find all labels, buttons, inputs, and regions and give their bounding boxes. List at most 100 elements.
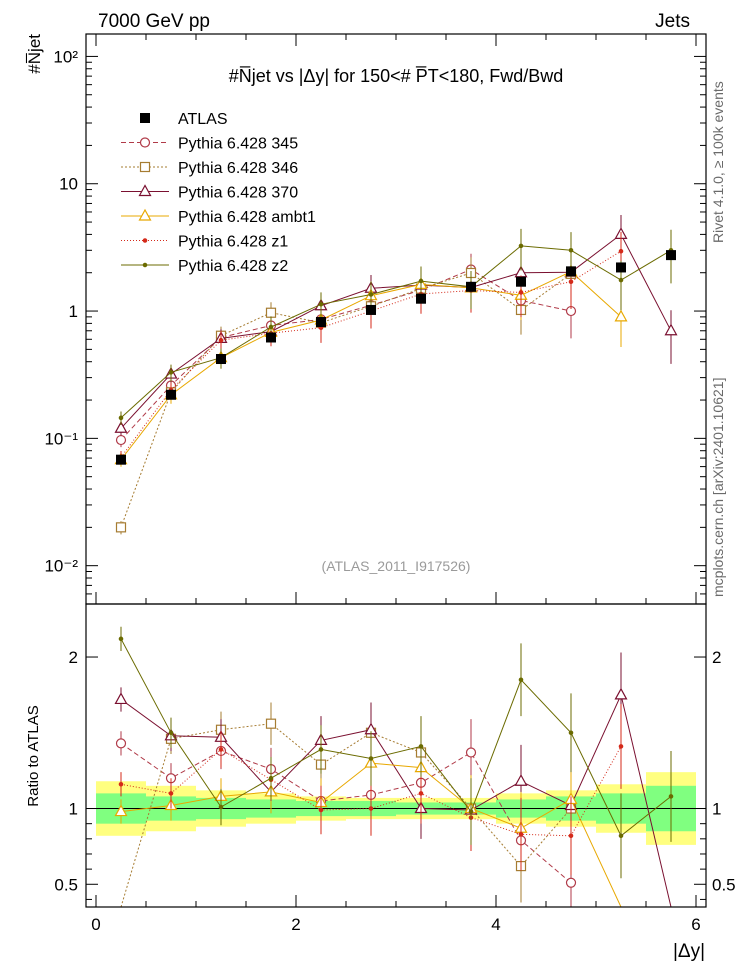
atlas-point bbox=[266, 332, 276, 343]
ratio-tick-label: 0.5 bbox=[54, 875, 78, 894]
marker-circle bbox=[115, 434, 127, 446]
ratio-tick-label-right: 2 bbox=[712, 648, 721, 667]
analysis-id: (ATLAS_2011_I917526) bbox=[322, 558, 471, 574]
marker-dot bbox=[568, 833, 574, 839]
legend-label: Pythia 6.428 z1 bbox=[178, 234, 288, 251]
series-line-ratio bbox=[120, 742, 572, 884]
legend-label: Pythia 6.428 z2 bbox=[178, 258, 288, 275]
marker-triangle bbox=[114, 804, 128, 817]
marker-dot bbox=[168, 730, 174, 736]
marker-circle bbox=[565, 877, 577, 888]
marker-dot bbox=[118, 415, 124, 421]
legend-label: Pythia 6.428 370 bbox=[178, 185, 298, 202]
mcplots-credit-text: mcplots.cern.ch [arXiv:2401.10621] bbox=[710, 378, 726, 597]
marker-dot bbox=[168, 791, 174, 796]
marker-dot bbox=[318, 301, 324, 307]
marker-dot bbox=[118, 636, 124, 642]
series-line-ratio bbox=[120, 638, 672, 837]
atlas-point bbox=[616, 262, 626, 273]
series-line-ratio bbox=[120, 693, 672, 908]
marker-dot bbox=[518, 243, 524, 249]
x-tick-label: 0 bbox=[91, 915, 100, 934]
atlas-point bbox=[166, 389, 176, 400]
series-line-main bbox=[120, 245, 672, 419]
ratio-tick-label-right: 0.5 bbox=[712, 875, 736, 894]
marker-dot bbox=[142, 262, 148, 268]
marker-dot bbox=[518, 290, 524, 295]
atlas-point bbox=[316, 317, 326, 328]
marker-dot bbox=[418, 744, 424, 749]
x-axis-label: |Δy| bbox=[673, 941, 705, 962]
marker-dot bbox=[568, 730, 574, 736]
marker-dot bbox=[618, 744, 624, 749]
marker-circle bbox=[465, 747, 477, 758]
series-line-main bbox=[120, 272, 572, 528]
marker-square-open bbox=[265, 718, 277, 729]
marker-dot bbox=[568, 279, 574, 285]
ratio-tick-label: 1 bbox=[69, 800, 78, 819]
x-tick-label: 6 bbox=[691, 915, 700, 934]
series-line-ratio bbox=[120, 723, 572, 908]
atlas-point bbox=[416, 293, 426, 304]
marker-triangle bbox=[614, 687, 628, 700]
marker-dot bbox=[218, 747, 224, 752]
series-line-main bbox=[120, 268, 572, 441]
marker-dot bbox=[618, 248, 624, 254]
marker-dot bbox=[268, 324, 274, 330]
y-axis-label-main: #N̅jet bbox=[25, 34, 44, 74]
marker-dot bbox=[118, 781, 124, 787]
marker-dot bbox=[368, 756, 374, 761]
marker-triangle bbox=[514, 774, 528, 786]
legend-label: Pythia 6.428 ambt1 bbox=[178, 209, 316, 226]
marker-dot bbox=[218, 804, 224, 810]
marker-dot bbox=[318, 807, 324, 813]
marker-dot bbox=[368, 806, 374, 811]
marker-triangle bbox=[138, 208, 152, 221]
atlas-point bbox=[366, 304, 376, 315]
marker-dot bbox=[468, 809, 474, 814]
marker-square-open bbox=[115, 522, 127, 533]
category-label: Jets bbox=[655, 11, 690, 32]
marker-square-open bbox=[265, 307, 277, 318]
marker-square-open bbox=[139, 161, 151, 173]
series-line-main bbox=[120, 250, 622, 458]
atlas-point bbox=[116, 454, 126, 465]
marker-circle bbox=[115, 738, 127, 749]
axes: 0 2 4 6 10⁻² 10⁻¹ 1 10 10² 0.5 0.5 1 1 2 2 bbox=[44, 34, 736, 934]
y-tick-label: 10⁻¹ bbox=[44, 429, 78, 448]
y-tick-label: 10² bbox=[53, 47, 78, 66]
marker-dot bbox=[418, 791, 424, 796]
marker-square bbox=[140, 113, 150, 123]
atlas-point bbox=[216, 354, 226, 365]
plot-title: #N̅jet vs |Δy| for 150<# P̅T<180, Fwd/Bw… bbox=[229, 66, 564, 86]
marker-dot bbox=[142, 238, 148, 243]
legend-label: Pythia 6.428 345 bbox=[178, 136, 298, 153]
marker-triangle bbox=[114, 692, 128, 705]
series-line-main bbox=[120, 233, 672, 429]
marker-dot bbox=[568, 248, 574, 253]
x-tick-label: 4 bbox=[491, 915, 500, 934]
atlas-point bbox=[666, 250, 676, 261]
rivet-version-text: Rivet 4.1.0, ≥ 100k events bbox=[710, 81, 726, 243]
marker-dot bbox=[618, 833, 624, 839]
legend-label: ATLAS bbox=[178, 111, 228, 128]
marker-dot bbox=[368, 292, 374, 297]
ratio-tick-label: 2 bbox=[69, 648, 78, 667]
marker-dot bbox=[218, 337, 224, 343]
y-tick-label: 1 bbox=[69, 302, 78, 321]
atlas-point bbox=[466, 281, 476, 292]
marker-dot bbox=[518, 677, 524, 683]
legend-label: Pythia 6.428 346 bbox=[178, 160, 298, 177]
marker-dot bbox=[268, 775, 274, 781]
marker-dot bbox=[168, 370, 174, 375]
ratio-series bbox=[114, 626, 674, 908]
atlas-points bbox=[116, 250, 676, 465]
y-axis-label-ratio: Ratio to ATLAS bbox=[25, 705, 42, 806]
marker-triangle bbox=[114, 421, 128, 433]
y-tick-label: 10 bbox=[59, 175, 78, 194]
atlas-point bbox=[516, 276, 526, 287]
atlas-point bbox=[566, 266, 576, 277]
marker-triangle bbox=[138, 184, 152, 197]
y-tick-label: 10⁻² bbox=[44, 557, 78, 576]
